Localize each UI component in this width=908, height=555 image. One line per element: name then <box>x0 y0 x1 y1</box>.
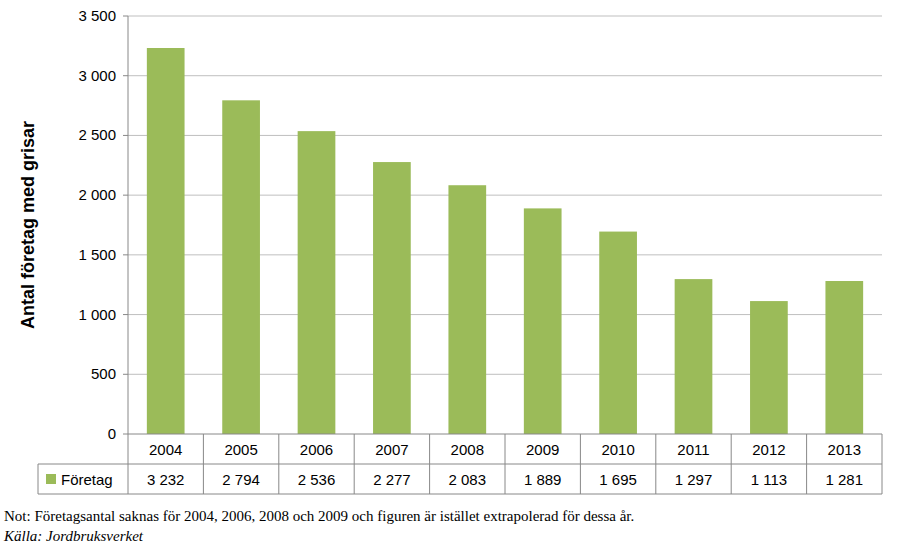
bar <box>825 281 863 434</box>
table-line <box>128 434 129 494</box>
grid-line <box>128 16 882 17</box>
category-label: 2004 <box>149 441 182 458</box>
bar <box>675 279 713 434</box>
category-label: 2008 <box>451 441 484 458</box>
table-line <box>580 434 581 494</box>
y-ticks: 0 500 1 000 1 500 2 000 2 500 3 000 3 500 <box>78 7 128 442</box>
category-label: 2012 <box>752 441 785 458</box>
category-label: 2005 <box>224 441 257 458</box>
bar <box>448 185 486 434</box>
data-label: 1 281 <box>826 471 864 488</box>
bar <box>147 48 185 434</box>
data-table: 2004 2005 2006 2007 2008 2009 2010 2011 2012 2013… <box>38 434 882 494</box>
y-axis-line <box>128 16 129 434</box>
tick-label: 2 500 <box>78 126 116 143</box>
table-line <box>38 464 39 494</box>
tick-mark <box>123 16 128 17</box>
bar <box>599 232 637 434</box>
tick-mark <box>123 254 128 255</box>
table-line <box>38 464 882 465</box>
chart-svg: 0 500 1 000 1 500 2 000 2 500 3 000 3 500 Antal … <box>0 0 908 555</box>
table-line <box>278 434 279 494</box>
grid-line <box>128 75 882 76</box>
category-label: 2009 <box>526 441 559 458</box>
category-label: 2007 <box>375 441 408 458</box>
bar <box>524 208 562 434</box>
chart-root: 0 500 1 000 1 500 2 000 2 500 3 000 3 500 Antal … <box>0 0 908 555</box>
tick-label: 2 000 <box>78 186 116 203</box>
table-line <box>203 434 204 494</box>
table-line <box>806 434 807 494</box>
data-label: 2 277 <box>373 471 411 488</box>
bar <box>222 100 260 434</box>
data-label: 3 232 <box>147 471 185 488</box>
data-label: 1 113 <box>751 471 787 488</box>
tick-label: 1 000 <box>78 306 116 323</box>
data-label: 1 695 <box>599 471 637 488</box>
tick-label: 0 <box>108 425 116 442</box>
tick-label: 500 <box>91 365 116 382</box>
data-label: 2 536 <box>298 471 336 488</box>
y-axis-title: Antal företag med grisar <box>18 121 38 329</box>
table-line <box>882 434 883 494</box>
tick-label: 3 000 <box>78 67 116 84</box>
table-line <box>505 434 506 494</box>
table-line <box>354 434 355 494</box>
note: Not: Företagsantal saknas för 2004, 2006… <box>4 508 634 524</box>
tick-mark <box>123 135 128 136</box>
bars <box>147 48 863 434</box>
legend-swatch <box>46 474 56 484</box>
data-label: 1 889 <box>524 471 562 488</box>
tick-mark <box>123 195 128 196</box>
tick-mark <box>123 374 128 375</box>
data-label: 2 083 <box>449 471 487 488</box>
bar <box>373 162 411 434</box>
data-label: 1 297 <box>675 471 713 488</box>
category-label: 2011 <box>677 441 709 458</box>
category-label: 2010 <box>601 441 634 458</box>
data-label: 2 794 <box>222 471 260 488</box>
bar <box>750 301 788 434</box>
tick-mark <box>123 75 128 76</box>
table-line <box>731 434 732 494</box>
tick-mark <box>123 434 128 435</box>
table-line <box>429 434 430 494</box>
tick-label: 3 500 <box>78 7 116 24</box>
table-line <box>38 494 882 495</box>
legend-label: Företag <box>61 471 113 488</box>
source: Källa: Jordbruksverket <box>3 528 144 544</box>
table-line <box>655 434 656 494</box>
tick-label: 1 500 <box>78 246 116 263</box>
tick-mark <box>123 314 128 315</box>
bar <box>298 131 336 434</box>
category-label: 2006 <box>300 441 333 458</box>
category-label: 2013 <box>828 441 861 458</box>
